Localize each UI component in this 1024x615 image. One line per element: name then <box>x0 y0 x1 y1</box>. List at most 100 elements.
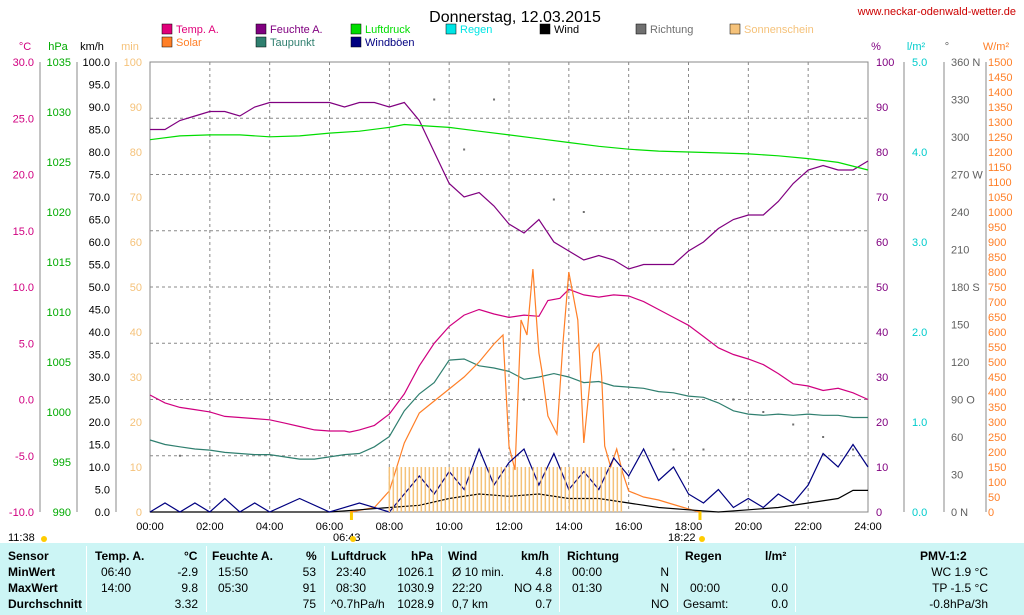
row-label: Durchschnitt <box>8 597 83 611</box>
header-temp-unit: °C <box>184 549 198 563</box>
header-regen: Regen <box>685 549 722 563</box>
weather-chart: Donnerstag, 12.03.2015 www.neckar-odenwa… <box>8 6 1016 543</box>
axes: 30.025.020.015.010.05.00.0-5.0-10.0°C103… <box>8 41 1012 543</box>
speed-axis-tick-label: 5.0 <box>95 485 110 497</box>
wm2-axis-tick-label: 1200 <box>988 147 1012 159</box>
pmv-wc: WC 1.9 °C <box>931 565 988 579</box>
direction-point <box>552 198 555 201</box>
pct-axis-tick-label: 60 <box>876 237 888 249</box>
pct-axis-tick-label: 20 <box>876 417 888 429</box>
lm2-axis-tick-label: 5.0 <box>912 57 927 69</box>
pct-axis-tick-label: 90 <box>876 102 888 114</box>
deg-axis-unit-label: ° <box>945 41 949 53</box>
sunrise-tick <box>349 510 353 520</box>
wm2-axis-tick-label: 1300 <box>988 117 1012 129</box>
statistics-table <box>0 543 1024 615</box>
wm2-axis-tick-label: 450 <box>988 372 1006 384</box>
sunrise-marker-icon <box>350 536 356 542</box>
pct-axis-tick-label: 70 <box>876 192 888 204</box>
pct-axis-tick-label: 40 <box>876 327 888 339</box>
pmv-trend: -0.8hPa/3h <box>929 597 988 611</box>
direction-point <box>582 211 585 213</box>
min-feuchte-value: 53 <box>302 565 316 579</box>
max-regen-time: 00:00 <box>690 581 721 595</box>
min-axis-tick-label: 100 <box>124 57 142 69</box>
min-marker-label: 11:38 <box>8 532 35 543</box>
x-tick-label: 10:00 <box>435 521 463 533</box>
max-temp-value: 9.8 <box>181 581 198 595</box>
sunset-tick <box>698 510 702 520</box>
solar-line <box>350 268 700 513</box>
wm2-axis-tick-label: 1400 <box>988 87 1012 99</box>
speed-axis-tick-label: 85.0 <box>89 125 110 137</box>
min-axis-tick-label: 90 <box>130 102 142 114</box>
legend-swatch <box>350 23 362 35</box>
sun-marker-icon <box>41 536 47 542</box>
pct-axis-tick-label: 100 <box>876 57 894 69</box>
temp-axis-tick-label: 30.0 <box>13 57 34 69</box>
pmv-tp: TP -1.5 °C <box>932 581 988 595</box>
legend-swatch <box>539 23 551 35</box>
wm2-axis-tick-label: 950 <box>988 222 1006 234</box>
x-tick-label: 14:00 <box>555 521 583 533</box>
lm2-axis-tick-label: 3.0 <box>912 237 927 249</box>
hpa-axis-tick-label: 1035 <box>47 57 71 69</box>
chart-title: Donnerstag, 12.03.2015 <box>429 9 601 26</box>
wm2-axis-tick-label: 550 <box>988 342 1006 354</box>
legend-label: Temp. A. <box>176 24 219 36</box>
speed-axis-tick-label: 55.0 <box>89 260 110 272</box>
wm2-axis-tick-label: 1350 <box>988 102 1012 114</box>
deg-axis-tick-label: 30 <box>951 470 963 482</box>
speed-axis-tick-label: 70.0 <box>89 192 110 204</box>
temp-a-line <box>149 288 869 433</box>
speed-axis-tick-label: 15.0 <box>89 440 110 452</box>
row-label: MinWert <box>8 565 56 579</box>
temp-axis-tick-label: 15.0 <box>13 226 34 238</box>
min-axis-tick-label: 30 <box>130 372 142 384</box>
direction-point <box>208 454 211 457</box>
wm2-axis-tick-label: 250 <box>988 432 1006 444</box>
avg-luftdruck-trend: ^0.7hPa/h <box>331 597 385 611</box>
wm2-axis-tick-label: 1500 <box>988 57 1012 69</box>
header-richtung: Richtung <box>567 549 619 563</box>
sunset-label: 18:22 <box>668 532 696 543</box>
speed-axis-tick-label: 80.0 <box>89 147 110 159</box>
wm2-axis-tick-label: 300 <box>988 417 1006 429</box>
speed-axis-tick-label: 50.0 <box>89 282 110 294</box>
avg-temp-value: 3.32 <box>174 597 198 611</box>
wm2-axis-tick-label: 600 <box>988 327 1006 339</box>
min-axis-tick-label: 0 <box>136 507 142 519</box>
temp-axis-unit-label: °C <box>19 41 31 53</box>
speed-axis-tick-label: 10.0 <box>89 462 110 474</box>
speed-axis-tick-label: 40.0 <box>89 327 110 339</box>
speed-axis-tick-label: 45.0 <box>89 305 110 317</box>
max-feuchte-value: 91 <box>302 581 316 595</box>
header-luftdruck-unit: hPa <box>411 549 434 563</box>
taupunkt-line <box>149 358 868 460</box>
wm2-axis-tick-label: 800 <box>988 267 1006 279</box>
wm2-axis-tick-label: 0 <box>988 507 994 519</box>
site-url[interactable]: www.neckar-odenwald-wetter.de <box>857 6 1016 18</box>
avg-feuchte-value: 75 <box>302 597 316 611</box>
legend-label: Feuchte A. <box>270 24 323 36</box>
min-richtung-time: 00:00 <box>572 565 603 579</box>
regen-total-label: Gesamt: <box>683 597 729 611</box>
temp-axis-tick-label: -10.0 <box>9 507 34 519</box>
data-series <box>149 98 869 513</box>
table-divider <box>86 546 87 612</box>
header-feuchte-unit: % <box>306 549 317 563</box>
deg-axis-tick-label: 300 <box>951 132 969 144</box>
avg-wind-distance: 0,7 km <box>452 597 489 611</box>
header-sensor: Sensor <box>8 549 49 563</box>
min-luftdruck-value: 1026.1 <box>397 565 434 579</box>
speed-axis-tick-label: 25.0 <box>89 395 110 407</box>
x-tick-label: 04:00 <box>256 521 284 533</box>
wm2-axis-tick-label: 100 <box>988 477 1006 489</box>
temp-axis-tick-label: 25.0 <box>13 113 34 125</box>
speed-axis-tick-label: 0.0 <box>95 507 110 519</box>
max-wind-time: 22:20 <box>452 581 483 595</box>
wm2-axis-unit-label: W/m² <box>983 41 1010 53</box>
table-divider <box>324 546 325 612</box>
min-axis-tick-label: 20 <box>130 417 142 429</box>
min-axis-tick-label: 60 <box>130 237 142 249</box>
